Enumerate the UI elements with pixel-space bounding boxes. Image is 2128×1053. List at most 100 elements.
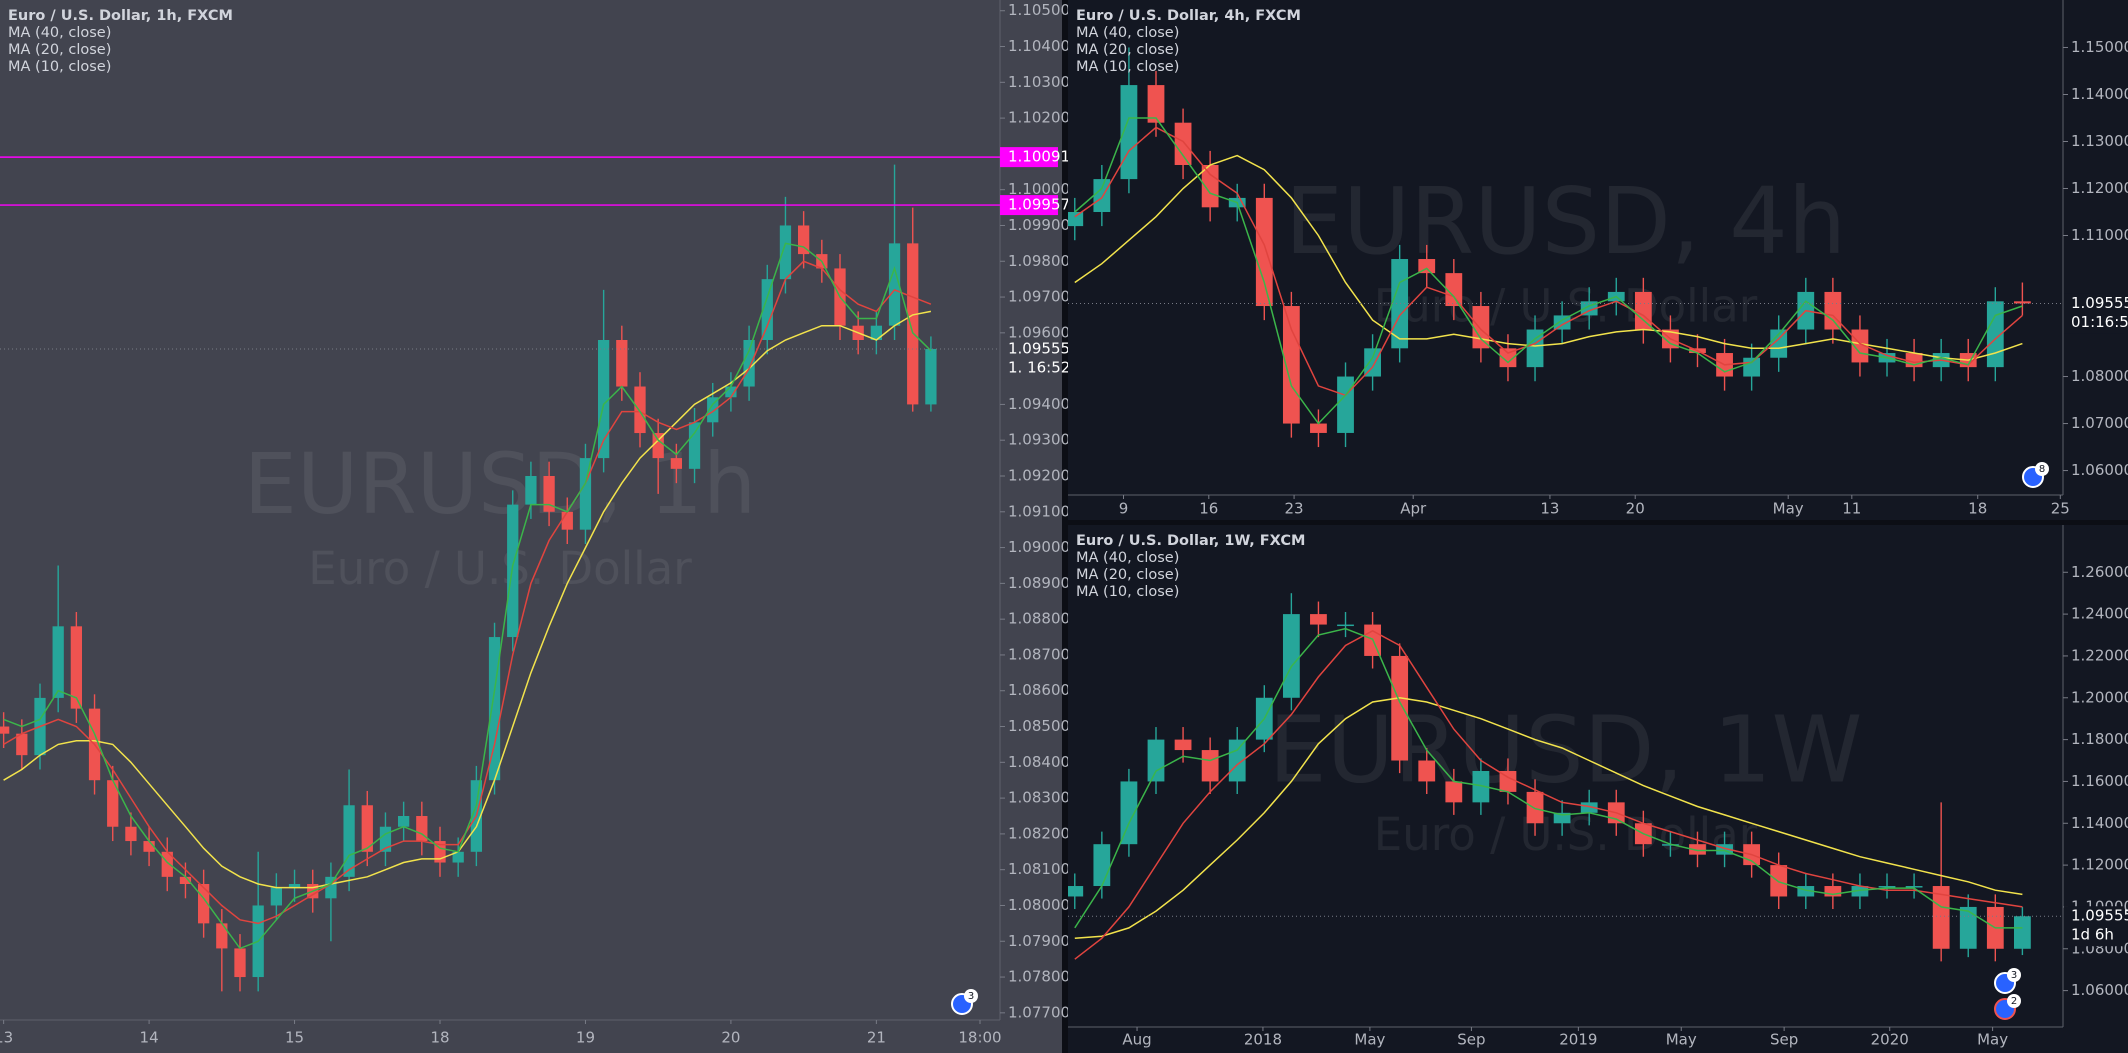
y-tick-label: 1.20000 [2071, 688, 2128, 706]
candle-body [634, 386, 646, 434]
candle-body [270, 887, 282, 906]
x-tick-label: 14 [140, 1029, 159, 1047]
candle-body [925, 348, 937, 405]
legend-entry: MA (20, close) [1076, 42, 1179, 58]
x-tick-label: Sep [1770, 1031, 1798, 1049]
candle-body [1418, 259, 1436, 274]
y-tick-label: 1.14000 [2071, 85, 2128, 103]
x-tick-label: 16 [1199, 500, 1218, 518]
candle-body [1093, 844, 1111, 887]
candle-body [561, 511, 573, 530]
x-tick-label: 18 [430, 1029, 449, 1047]
candle-body [1068, 886, 1084, 897]
y-tick-label: 1.09600 [1008, 323, 1070, 341]
candle-body [288, 884, 301, 888]
candle-body [325, 876, 337, 899]
candle-body [1824, 886, 1842, 897]
candle-body [1228, 739, 1246, 782]
x-tick-label: 13 [1540, 500, 1559, 518]
y-tick-label: 1.07000 [2071, 414, 2128, 432]
candle-body [688, 422, 701, 469]
candle-body [161, 851, 173, 877]
y-tick-label: 1.10500 [1008, 1, 1070, 19]
y-tick-label: 1.09400 [1008, 395, 1070, 413]
x-tick-label: 15 [285, 1029, 304, 1047]
event-count-bg [964, 989, 978, 1003]
last-price-label-bg [1001, 338, 1058, 379]
y-tick-label: 1.14000 [2071, 814, 2128, 832]
y-tick-label: 1.08800 [1008, 610, 1070, 628]
candle-body [16, 733, 28, 756]
ma-line [1074, 627, 2023, 929]
y-tick-label: 1.08400 [1008, 753, 1070, 771]
candle-body [579, 458, 592, 530]
chart-title: Euro / U.S. Dollar, 1W, FXCM [1076, 533, 1305, 549]
x-tick-label: Apr [1400, 500, 1427, 518]
x-tick-label: 9 [1119, 500, 1129, 518]
candle-body [1553, 315, 1571, 330]
candle-body [1553, 812, 1571, 824]
candle-body [1499, 348, 1517, 368]
y-tick-label: 1.09700 [1008, 288, 1070, 306]
candle-body [1472, 306, 1490, 349]
candle-body [143, 841, 155, 852]
legend-entry: MA (10, close) [1076, 584, 1179, 600]
y-tick-label: 1.10200 [1008, 109, 1070, 127]
candle-body [1499, 770, 1517, 792]
candle-body [198, 884, 210, 924]
watermark: EURUSD, 4h [1285, 168, 1846, 275]
x-tick-label: 18 [1968, 500, 1987, 518]
last-price-label: 1.09555 [2071, 294, 2128, 312]
y-tick-label: 1.07900 [1008, 932, 1070, 950]
ma-line [1074, 629, 2023, 960]
x-tick-label: May [1773, 500, 1804, 518]
y-tick-label: 1.15000 [2071, 38, 2128, 56]
y-tick-label: 1.08000 [2071, 367, 2128, 385]
candle-body [507, 504, 519, 638]
y-tick-label: 1.08000 [1008, 896, 1070, 914]
candle-body [725, 386, 737, 398]
y-tick-label: 1.08200 [1008, 824, 1070, 842]
panel-background [0, 0, 1062, 1053]
price-line-label-bg [1000, 147, 1058, 168]
panel-background [1068, 525, 2128, 1053]
y-tick-label: 1.26000 [2071, 563, 2128, 581]
y-tick-label: 1.24000 [2071, 605, 2128, 623]
last-price-label-bg [2064, 293, 2124, 334]
candle-body [1418, 760, 1436, 782]
y-tick-label: 1.08500 [1008, 717, 1070, 735]
candle-body [2013, 916, 2031, 949]
event-count: 3 [2011, 970, 2017, 981]
candle-body [361, 805, 373, 852]
price-line-label-bg [1000, 195, 1058, 216]
event-count: 2 [2011, 996, 2017, 1007]
x-tick-label: 13 [0, 1029, 13, 1047]
candle-body [1743, 357, 1761, 377]
y-tick-label: 1.16000 [2071, 772, 2128, 790]
ma-line [1074, 126, 2023, 397]
candle-body [670, 458, 682, 469]
candle-body [1526, 791, 1544, 824]
panel-background [1068, 0, 2128, 520]
candle-body [125, 826, 137, 842]
x-tick-label: 2018 [1244, 1031, 1282, 1049]
event-count-bg [2035, 462, 2049, 476]
candle-body [1147, 85, 1165, 123]
candle-body [1364, 348, 1381, 377]
candle-body [616, 340, 628, 387]
bar-countdown: 1d 6h [2071, 926, 2114, 944]
bar-countdown: 1. 16:52 [1008, 358, 1070, 376]
y-tick-label: 1.08900 [1008, 574, 1070, 592]
candle-body [1797, 886, 1815, 897]
candle-body [1337, 376, 1354, 433]
ma-line [3, 242, 932, 950]
x-tick-label: 25 [2051, 500, 2070, 518]
x-tick-label: 21 [867, 1029, 886, 1047]
candle-body [343, 805, 355, 877]
x-tick-label: May [1977, 1031, 2008, 1049]
candle-body [707, 397, 719, 423]
candle-body [1282, 306, 1300, 424]
candle-body [1445, 273, 1463, 307]
candle-body [1201, 750, 1219, 782]
